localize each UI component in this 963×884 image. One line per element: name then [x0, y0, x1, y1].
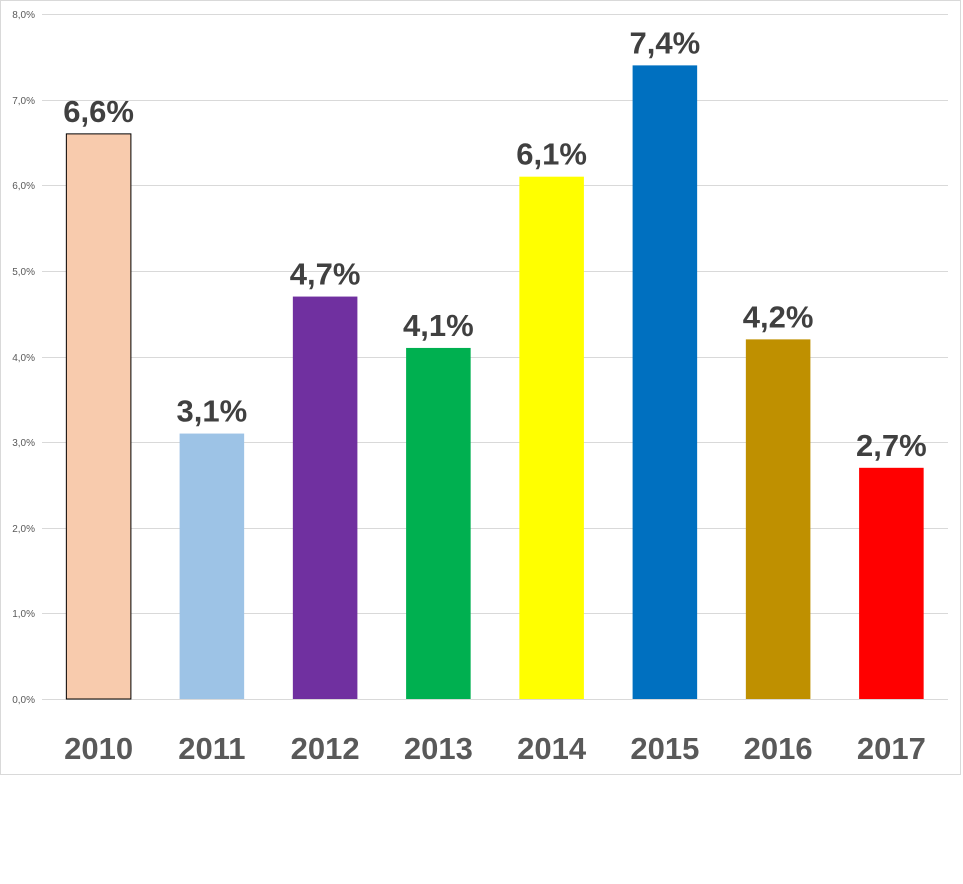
bar-2016 [745, 339, 811, 699]
gridlines [42, 14, 948, 700]
bar-2012 [292, 296, 358, 699]
data-label-2015: 7,4% [630, 25, 701, 60]
y-tick-label: 4,0% [12, 353, 35, 364]
x-tick-label-2013: 2013 [404, 731, 473, 766]
bar-2014 [519, 176, 584, 699]
y-tick-label: 6,0% [12, 181, 35, 192]
y-tick-label: 0,0% [12, 695, 35, 706]
x-tick-label-2010: 2010 [64, 731, 133, 766]
x-axis-categories: 2010 2011 2012 2013 2014 2015 2016 2017 [64, 731, 926, 766]
data-label-2014: 6,1% [516, 137, 587, 172]
x-tick-label-2011: 2011 [178, 731, 245, 766]
y-tick-label: 3,0% [12, 438, 35, 449]
data-label-2011: 3,1% [177, 394, 248, 429]
data-label-2017: 2,7% [856, 428, 927, 463]
data-labels: 6,6% 3,1% 4,7% 4,1% 6,1% 7,4% 4,2% 2,7% [63, 25, 926, 462]
bar-2011 [179, 433, 245, 699]
x-tick-label-2016: 2016 [744, 731, 813, 766]
y-tick-label: 1,0% [12, 609, 35, 620]
y-tick-label: 8,0% [12, 10, 35, 21]
y-tick-label: 5,0% [12, 267, 35, 278]
data-label-2013: 4,1% [403, 308, 474, 343]
bars [65, 65, 924, 700]
y-axis-ticks: 0,0% 1,0% 2,0% 3,0% 4,0% 5,0% 6,0% 7,0% 8,0% [12, 10, 35, 706]
bar-2010 [65, 133, 132, 700]
y-tick-label: 2,0% [12, 524, 35, 535]
data-label-2012: 4,7% [290, 257, 361, 292]
bar-2015 [632, 65, 698, 699]
x-tick-label-2012: 2012 [291, 731, 360, 766]
y-tick-label: 7,0% [12, 96, 35, 107]
x-tick-label-2015: 2015 [630, 731, 699, 766]
x-tick-label-2017: 2017 [857, 731, 926, 766]
x-tick-label-2014: 2014 [517, 731, 587, 766]
data-label-2016: 4,2% [743, 299, 814, 334]
bar-2017 [859, 467, 924, 699]
bar-2013 [406, 347, 471, 699]
data-label-2010: 6,6% [63, 94, 134, 129]
